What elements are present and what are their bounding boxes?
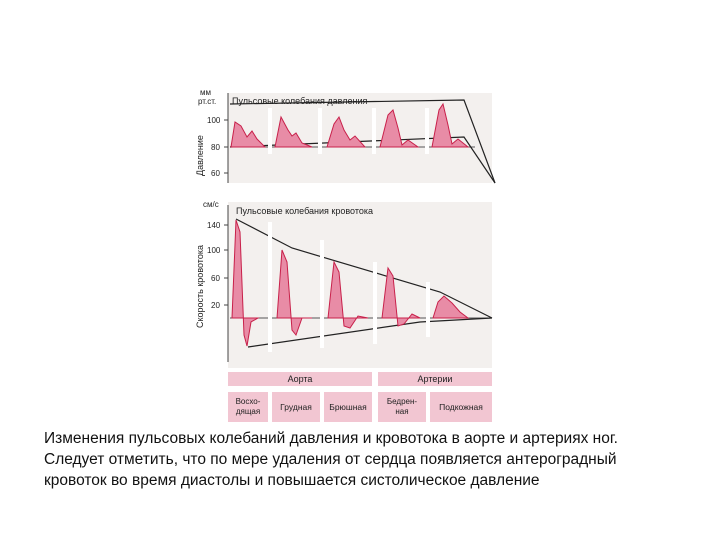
ascending-aorta-label-1: Восхо- [236, 397, 261, 406]
flow-unit: см/с [203, 200, 219, 209]
thoracic-aorta-label: Грудная [280, 402, 312, 412]
flow-wave-femoral [381, 266, 421, 327]
flow-panel: см/с Пульсовые колебания кровотока 140 1… [195, 200, 493, 368]
flow-tick-label-100: 100 [207, 246, 221, 255]
femoral-artery-label-1: Бедрен- [387, 397, 418, 406]
flow-wave-ascending [231, 219, 260, 347]
segment-labels: Аорта Артерии Восхо- дящая Грудная Брюшн… [228, 372, 492, 422]
pressure-unit-2: рт.ст. [198, 97, 216, 106]
subcutaneous-artery-label: Подкожная [439, 402, 483, 412]
flow-separator-3 [373, 262, 377, 344]
flow-separator-1 [268, 222, 272, 352]
caption-line-1: Изменения пульсовых колебаний давления и… [44, 430, 618, 447]
arteries-header: Артерии [418, 374, 453, 384]
femoral-artery-box [378, 392, 426, 422]
pressure-mean-line [229, 136, 496, 184]
pressure-upper-envelope [229, 99, 496, 184]
flow-separator-4 [426, 282, 430, 337]
pressure-panel: мм рт.ст. Пульсовые колебания давления 1… [195, 88, 496, 184]
abdominal-aorta-box [324, 392, 372, 422]
flow-lower-envelope [247, 317, 493, 348]
arteries-header-band [378, 372, 492, 386]
flow-tick-label-20: 20 [211, 301, 220, 310]
aorta-header-band [228, 372, 372, 386]
pressure-separator-3 [372, 108, 376, 154]
pressure-tick-label-100: 100 [207, 116, 221, 125]
flow-wave-thoracic [276, 249, 312, 337]
pressure-wave-thoracic [274, 115, 313, 148]
pressure-separator-1 [268, 108, 272, 154]
pressure-separator-2 [318, 108, 322, 154]
pressure-wave-subcutaneous [431, 102, 470, 148]
pressure-separator-4 [425, 108, 429, 154]
flow-wave-abdominal [327, 260, 369, 329]
caption-line-3: кровоток во время диастолы и повышается … [44, 472, 540, 489]
femoral-artery-label-2: ная [395, 407, 408, 416]
flow-tick-label-60: 60 [211, 274, 220, 283]
pressure-wave-abdominal [326, 115, 367, 148]
thoracic-aorta-box [272, 392, 320, 422]
flow-separator-2 [320, 240, 324, 348]
flow-panel-bg [228, 202, 492, 368]
flow-axis-label: Скорость кровотока [195, 245, 205, 328]
flow-upper-envelope [235, 218, 493, 319]
pressure-wave-femoral [379, 109, 420, 148]
pressure-title: Пульсовые колебания давления [232, 96, 367, 106]
subcutaneous-artery-box [430, 392, 492, 422]
aorta-header: Аорта [288, 374, 313, 384]
pressure-wave-ascending [230, 121, 267, 148]
caption-line-2: Следует отметить, что по мере удаления о… [44, 451, 617, 468]
abdominal-aorta-label: Брюшная [329, 402, 367, 412]
flow-title: Пульсовые колебания кровотока [236, 206, 373, 216]
pressure-tick-label-60: 60 [211, 169, 220, 178]
pressure-tick-label-80: 80 [211, 143, 220, 152]
ascending-aorta-label-2: дящая [236, 407, 260, 416]
figure-caption: Изменения пульсовых колебаний давления и… [44, 428, 716, 491]
pressure-unit-1: мм [200, 88, 211, 97]
ascending-aorta-box [228, 392, 268, 422]
pressure-axis-label: Давление [195, 135, 205, 176]
flow-tick-label-140: 140 [207, 221, 221, 230]
flow-wave-subcutaneous [432, 295, 470, 319]
